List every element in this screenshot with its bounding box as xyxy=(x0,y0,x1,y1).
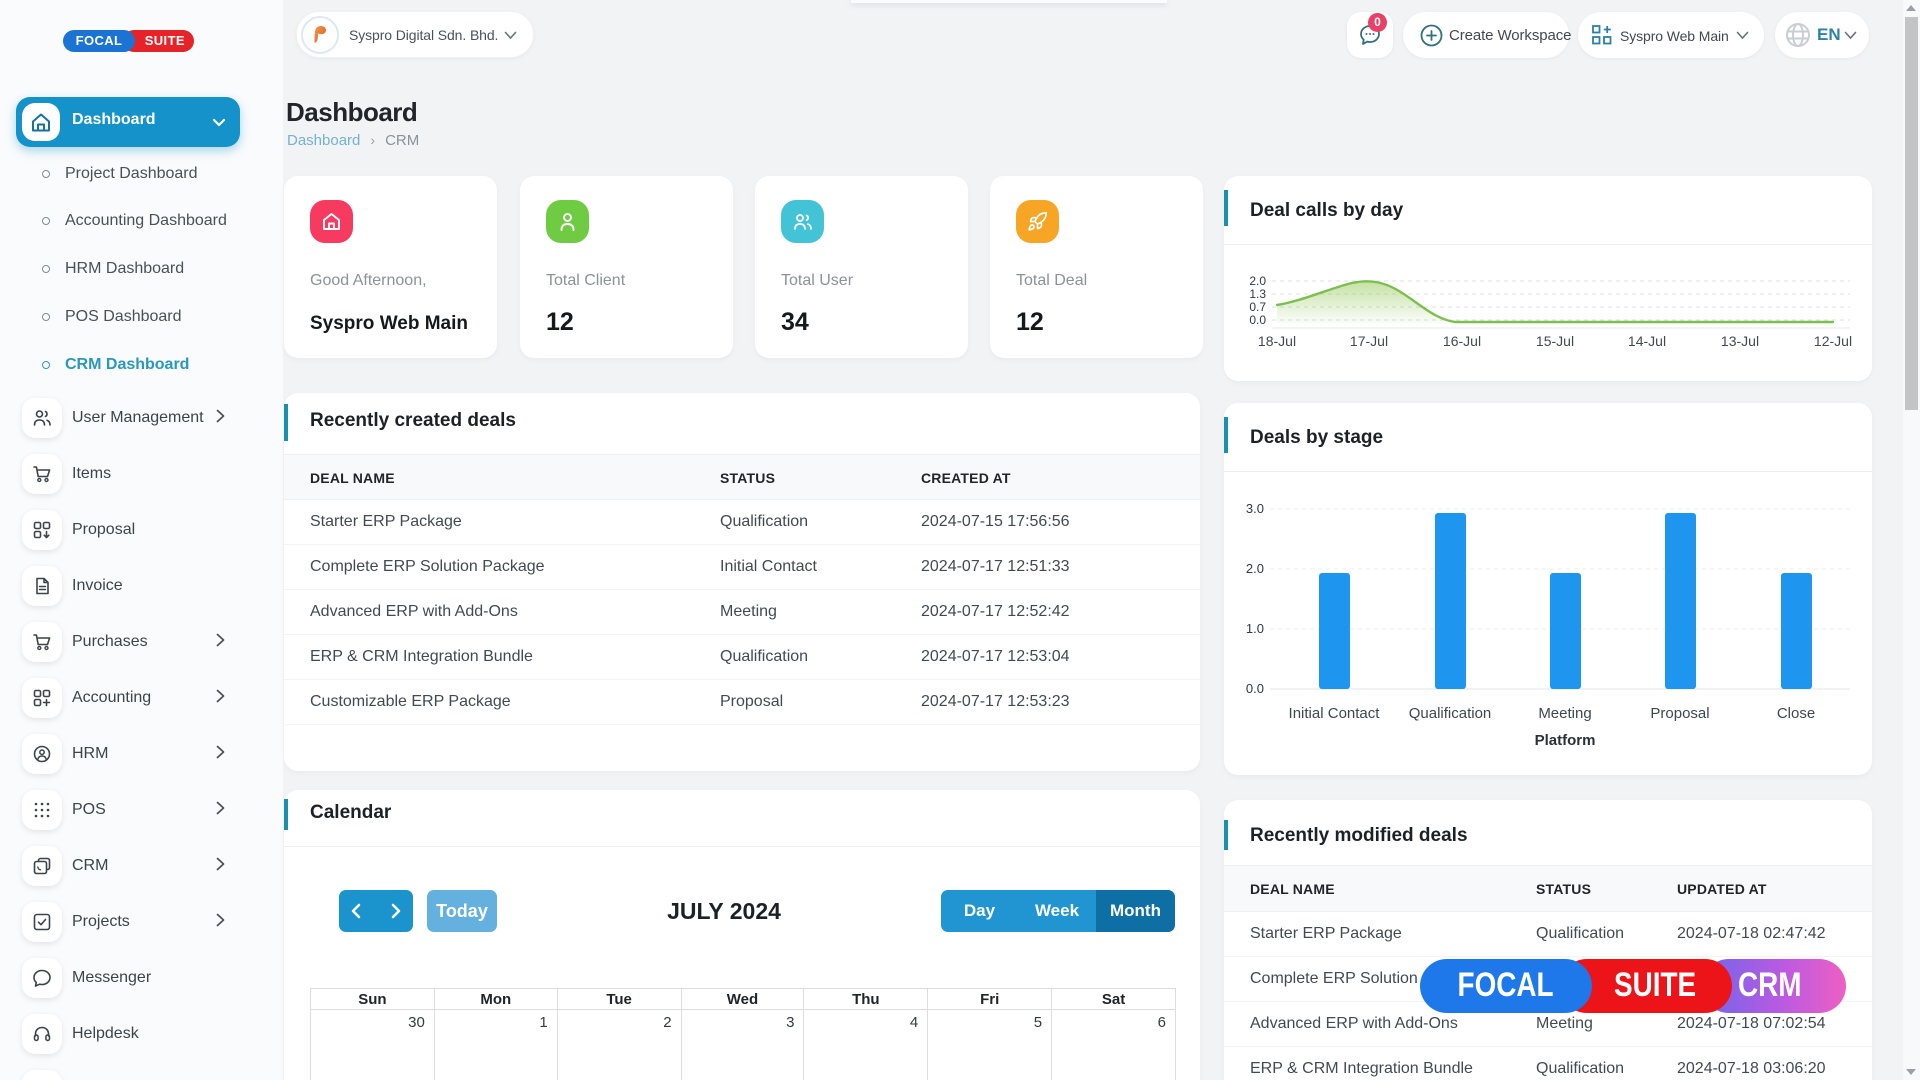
svg-text:0.7: 0.7 xyxy=(1249,300,1266,314)
svg-text:15-Jul: 15-Jul xyxy=(1536,333,1574,349)
svg-text:2.0: 2.0 xyxy=(1246,561,1264,576)
svg-text:1.3: 1.3 xyxy=(1249,287,1266,301)
svg-text:Initial Contact: Initial Contact xyxy=(1289,705,1381,722)
svg-text:16-Jul: 16-Jul xyxy=(1443,333,1481,349)
svg-text:12-Jul: 12-Jul xyxy=(1814,333,1852,349)
svg-text:Meeting: Meeting xyxy=(1538,705,1591,722)
svg-text:2.0: 2.0 xyxy=(1249,274,1266,288)
svg-text:Qualification: Qualification xyxy=(1409,705,1492,722)
svg-text:3.0: 3.0 xyxy=(1246,501,1264,516)
svg-text:Proposal: Proposal xyxy=(1650,705,1709,722)
svg-text:Close: Close xyxy=(1777,705,1815,722)
svg-text:0.0: 0.0 xyxy=(1246,681,1264,696)
svg-text:13-Jul: 13-Jul xyxy=(1721,333,1759,349)
svg-text:18-Jul: 18-Jul xyxy=(1258,333,1296,349)
svg-text:1.0: 1.0 xyxy=(1246,621,1264,636)
svg-text:0.0: 0.0 xyxy=(1249,313,1266,327)
svg-text:Platform: Platform xyxy=(1535,732,1596,749)
svg-text:17-Jul: 17-Jul xyxy=(1350,333,1388,349)
svg-text:14-Jul: 14-Jul xyxy=(1628,333,1666,349)
